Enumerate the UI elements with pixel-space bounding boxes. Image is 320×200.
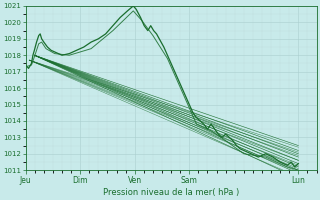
- X-axis label: Pression niveau de la mer( hPa ): Pression niveau de la mer( hPa ): [103, 188, 239, 197]
